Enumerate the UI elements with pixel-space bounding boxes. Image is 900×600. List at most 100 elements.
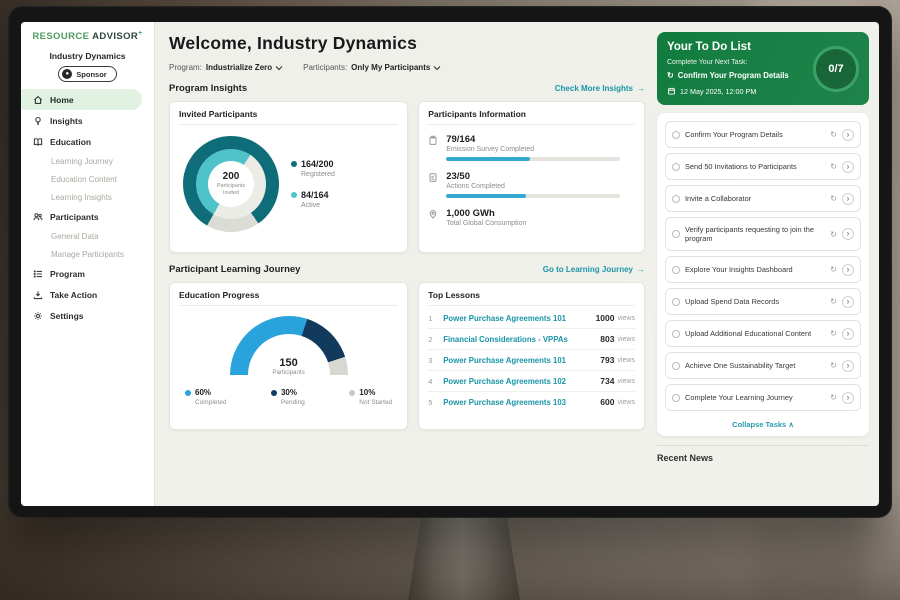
task-label: Send 50 Invitations to Participants bbox=[685, 161, 797, 171]
refresh-icon: ↻ bbox=[830, 265, 837, 275]
task-invite-collaborator[interactable]: Invite a Collaborator ↻ › bbox=[665, 185, 861, 212]
sidebar-item-settings[interactable]: Settings bbox=[21, 305, 154, 326]
participants-information-card: Participants Information 79/164 Emission… bbox=[418, 101, 645, 253]
check-more-insights-link[interactable]: Check More Insights → bbox=[555, 84, 645, 93]
todo-task-list: Confirm Your Program Details ↻ › Send 50… bbox=[657, 113, 869, 437]
recent-news-header: Recent News bbox=[657, 445, 869, 463]
program-filter-value: Industrialize Zero bbox=[205, 63, 273, 72]
task-label: Explore Your Insights Dashboard bbox=[685, 264, 793, 274]
sidebar-item-participants[interactable]: Participants bbox=[21, 206, 154, 227]
task-checkbox[interactable] bbox=[672, 130, 680, 139]
task-verify-participants[interactable]: Verify participants requesting to join t… bbox=[665, 217, 861, 252]
sidebar-item-program[interactable]: Program bbox=[21, 263, 154, 284]
program-filter-dropdown[interactable]: Industrialize Zero bbox=[206, 63, 283, 72]
sidebar-item-insights[interactable]: Insights bbox=[21, 110, 154, 131]
donut-center-value: 200 bbox=[222, 171, 240, 183]
task-confirm-program-details[interactable]: Confirm Your Program Details ↻ › bbox=[665, 121, 861, 148]
sidebar-item-manage-participants[interactable]: Manage Participants bbox=[21, 245, 154, 263]
task-upload-spend-data[interactable]: Upload Spend Data Records ↻ › bbox=[665, 288, 861, 316]
sidebar-item-education[interactable]: Education bbox=[21, 131, 154, 152]
chevron-right-icon[interactable]: › bbox=[842, 228, 854, 241]
legend-value: 30% bbox=[280, 388, 297, 397]
task-checkbox[interactable] bbox=[672, 297, 680, 306]
task-explore-insights[interactable]: Explore Your Insights Dashboard ↻ › bbox=[665, 256, 861, 284]
sidebar-item-label: General Data bbox=[51, 231, 99, 241]
chevron-right-icon[interactable]: › bbox=[842, 160, 854, 173]
legend-value: 84/164 bbox=[301, 190, 329, 200]
task-upload-educational-content[interactable]: Upload Additional Educational Content ↻ … bbox=[665, 320, 861, 348]
legend-item-completed: 60% Completed bbox=[185, 388, 226, 406]
progress-fill bbox=[446, 194, 527, 198]
task-complete-learning-journey[interactable]: Complete Your Learning Journey ↻ › bbox=[665, 384, 861, 412]
go-to-learning-journey-link[interactable]: Go to Learning Journey → bbox=[543, 265, 645, 274]
legend-label: Pending bbox=[280, 399, 305, 406]
monitor-bezel: RESOURCE ADVISOR+ Industry Dynamics ● Sp… bbox=[8, 6, 892, 518]
sidebar-item-learning-journey[interactable]: Learning Journey bbox=[21, 152, 154, 170]
sidebar-item-home[interactable]: Home bbox=[21, 89, 142, 111]
lesson-link[interactable]: Power Purchase Agreements 103 bbox=[443, 397, 566, 407]
invited-participants-card: Invited Participants 200 Participants In… bbox=[169, 101, 409, 253]
stat-label: Actions Completed bbox=[446, 183, 505, 190]
lesson-views-label: views bbox=[617, 398, 635, 406]
chevron-right-icon[interactable]: › bbox=[842, 192, 854, 205]
arrow-right-icon: → bbox=[637, 84, 645, 93]
card-title: Education Progress bbox=[179, 290, 399, 306]
card-title: Invited Participants bbox=[179, 109, 399, 125]
education-progress-card: Education Progress 150 Participants 60 bbox=[169, 282, 409, 430]
task-checkbox[interactable] bbox=[672, 194, 680, 203]
legend-label: Registered bbox=[301, 171, 335, 178]
task-achieve-sustainability-target[interactable]: Achieve One Sustainability Target ↻ › bbox=[665, 352, 861, 380]
lesson-views: 803 bbox=[600, 334, 615, 344]
chevron-right-icon[interactable]: › bbox=[842, 295, 854, 308]
chevron-right-icon[interactable]: › bbox=[842, 391, 854, 404]
chevron-right-icon[interactable]: › bbox=[842, 359, 854, 372]
org-name: Industry Dynamics bbox=[49, 51, 126, 62]
task-checkbox[interactable] bbox=[672, 329, 680, 338]
todo-next-task[interactable]: ↻ Confirm Your Program Details bbox=[667, 71, 807, 80]
education-gauge-chart: 150 Participants bbox=[229, 316, 348, 376]
stat-emission-survey: 79/164 Emission Survey Completed bbox=[428, 134, 635, 161]
lesson-rank: 5 bbox=[428, 397, 433, 407]
task-send-invitations[interactable]: Send 50 Invitations to Participants ↻ › bbox=[665, 153, 861, 180]
chevron-right-icon[interactable]: › bbox=[842, 263, 854, 276]
stat-value: 23/50 bbox=[446, 171, 470, 182]
chevron-right-icon[interactable]: › bbox=[842, 128, 854, 141]
task-label: Confirm Your Program Details bbox=[685, 129, 783, 139]
sponsor-icon: ● bbox=[62, 69, 73, 80]
lesson-views-label: views bbox=[617, 377, 635, 385]
chevron-down-icon bbox=[433, 65, 441, 70]
sidebar-item-label: Manage Participants bbox=[51, 249, 124, 259]
task-checkbox[interactable] bbox=[672, 162, 680, 171]
legend-item-active: 84/164 Active bbox=[291, 190, 335, 209]
lesson-link[interactable]: Power Purchase Agreements 101 bbox=[443, 355, 566, 365]
lesson-views: 793 bbox=[600, 355, 615, 365]
collapse-tasks-link[interactable]: Collapse Tasks ∧ bbox=[665, 416, 861, 431]
task-checkbox[interactable] bbox=[672, 230, 680, 239]
participants-filter-label: Participants: bbox=[303, 63, 348, 72]
lesson-link[interactable]: Financial Considerations - VPPAs bbox=[443, 334, 568, 344]
donut-center: 200 Participants Invited bbox=[208, 161, 254, 207]
sidebar-item-education-content[interactable]: Education Content bbox=[21, 170, 154, 188]
sidebar-item-general-data[interactable]: General Data bbox=[21, 227, 154, 245]
task-checkbox[interactable] bbox=[672, 393, 680, 402]
sidebar-item-learning-insights[interactable]: Learning Insights bbox=[21, 188, 154, 206]
legend-label: Completed bbox=[195, 399, 227, 406]
sponsor-badge[interactable]: ● Sponsor bbox=[58, 66, 117, 83]
todo-next-task-label: Confirm Your Program Details bbox=[677, 71, 789, 80]
sidebar-item-take-action[interactable]: Take Action bbox=[21, 284, 154, 305]
task-checkbox[interactable] bbox=[672, 361, 680, 370]
task-checkbox[interactable] bbox=[672, 265, 680, 274]
stat-global-consumption: 1,000 GWh Total Global Consumption bbox=[428, 208, 635, 227]
participants-filter-dropdown[interactable]: Only My Participants bbox=[351, 63, 441, 72]
stat-label: Emission Survey Completed bbox=[446, 146, 535, 153]
section-title: Program Insights bbox=[169, 83, 248, 94]
lesson-link[interactable]: Power Purchase Agreements 101 bbox=[443, 313, 566, 323]
lesson-views-label: views bbox=[617, 356, 635, 364]
sidebar-item-label: Learning Journey bbox=[51, 156, 113, 166]
refresh-icon: ↻ bbox=[830, 361, 837, 371]
refresh-icon: ↻ bbox=[830, 297, 837, 307]
journey-cards-row: Education Progress 150 Participants 60 bbox=[169, 282, 645, 430]
lesson-views-label: views bbox=[617, 335, 635, 343]
chevron-right-icon[interactable]: › bbox=[842, 327, 854, 340]
lesson-link[interactable]: Power Purchase Agreements 102 bbox=[443, 376, 566, 386]
